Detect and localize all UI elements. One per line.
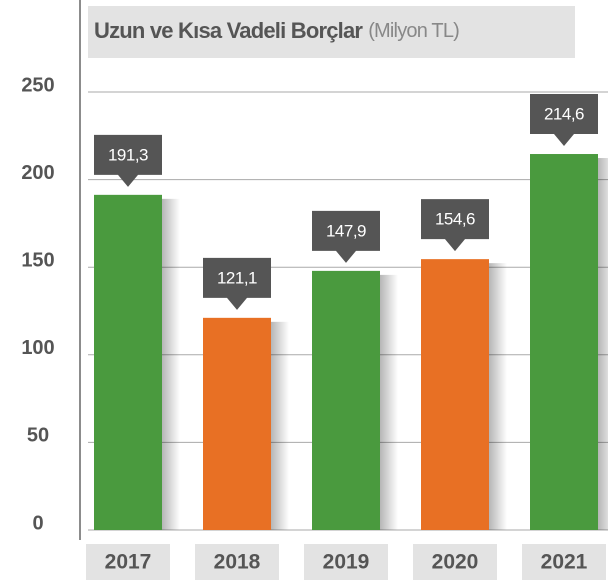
- subtitle: (Milyon TL): [368, 20, 459, 42]
- bar: [203, 317, 271, 530]
- label-callout: [421, 199, 489, 252]
- title: Uzun ve Kısa Vadeli Borçlar: [94, 18, 363, 43]
- x-tick-label: 2019: [323, 551, 370, 574]
- value-label: 121,1: [217, 268, 257, 287]
- value-label: 191,3: [108, 145, 148, 164]
- bar-shadow: [485, 263, 507, 530]
- x-tick-label: 2021: [541, 551, 588, 574]
- value-label: 147,9: [326, 221, 366, 240]
- label-callout: [203, 257, 271, 310]
- y-tick-label: 150: [21, 249, 54, 271]
- label-callout: [94, 134, 162, 187]
- x-tick-label: 2018: [214, 551, 261, 574]
- x-tick-label: 2020: [432, 551, 479, 574]
- value-label: 154,6: [435, 210, 475, 229]
- bar-shadow: [158, 198, 180, 530]
- chart-title: Uzun ve Kısa Vadeli Borçlar (Milyon TL): [94, 18, 459, 43]
- x-label-box: [195, 544, 279, 580]
- x-label-box: [522, 544, 606, 580]
- bar: [312, 270, 380, 530]
- y-tick-label: 0: [32, 512, 43, 534]
- bar-shadow: [376, 274, 398, 530]
- label-callout: [312, 210, 380, 263]
- x-tick-label: 2017: [105, 551, 152, 574]
- x-label-box: [413, 544, 497, 580]
- y-tick-label: 250: [21, 74, 54, 96]
- bar: [530, 154, 598, 530]
- y-tick-label: 100: [21, 337, 54, 359]
- y-tick-label: 200: [21, 162, 54, 184]
- x-label-box: [304, 544, 388, 580]
- bar-shadow: [267, 321, 289, 530]
- label-callout: [530, 94, 598, 147]
- value-label: 214,6: [544, 105, 584, 124]
- x-label-box: [86, 544, 170, 580]
- title-box: [88, 6, 575, 58]
- y-tick-label: 50: [27, 425, 49, 447]
- bar: [421, 259, 489, 530]
- bar: [94, 194, 162, 530]
